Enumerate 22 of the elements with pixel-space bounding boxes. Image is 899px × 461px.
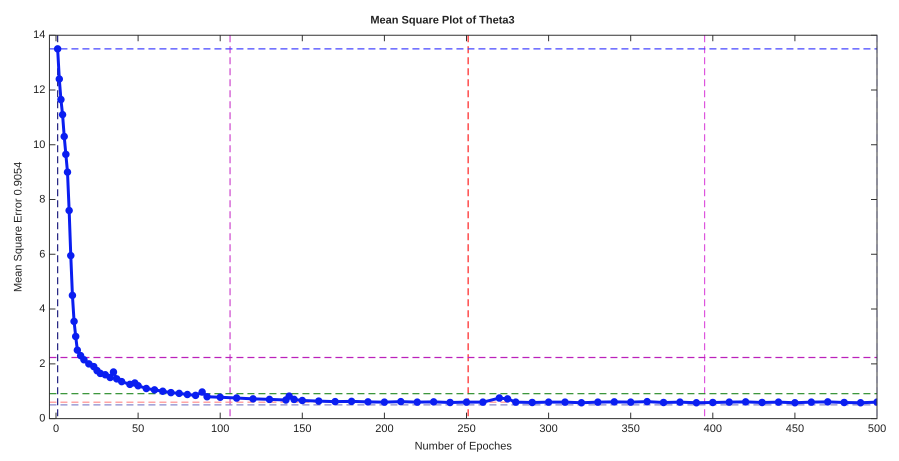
x-tick-label: 450 bbox=[786, 423, 804, 436]
chart-title: Mean Square Plot of Theta3 bbox=[370, 14, 515, 27]
y-tick-label: 10 bbox=[33, 138, 46, 151]
x-tick-label: 300 bbox=[539, 423, 558, 436]
y-tick-label: 0 bbox=[39, 412, 46, 425]
y-tick-label: 8 bbox=[39, 194, 46, 206]
y-tick-label: 12 bbox=[33, 84, 46, 96]
x-tick-label: 350 bbox=[622, 423, 640, 436]
x-tick-label: 200 bbox=[375, 423, 394, 436]
y-tick-label: 6 bbox=[39, 248, 46, 260]
y-tick-label: 2 bbox=[39, 358, 46, 370]
y-tick-label: 4 bbox=[39, 303, 46, 316]
x-tick-label: 150 bbox=[293, 423, 312, 436]
x-axis-title: Number of Epoches bbox=[414, 440, 512, 452]
x-tick-label: 400 bbox=[704, 423, 722, 436]
x-tick-label: 250 bbox=[457, 423, 476, 436]
x-tick-label: 0 bbox=[52, 423, 60, 436]
x-tick-label: 100 bbox=[211, 423, 230, 436]
x-tick-label: 500 bbox=[868, 423, 886, 436]
y-tick-label: 14 bbox=[33, 29, 46, 42]
y-axis-title: Mean Square Error 0.9054 bbox=[12, 162, 25, 292]
x-tick-label: 50 bbox=[132, 423, 144, 436]
